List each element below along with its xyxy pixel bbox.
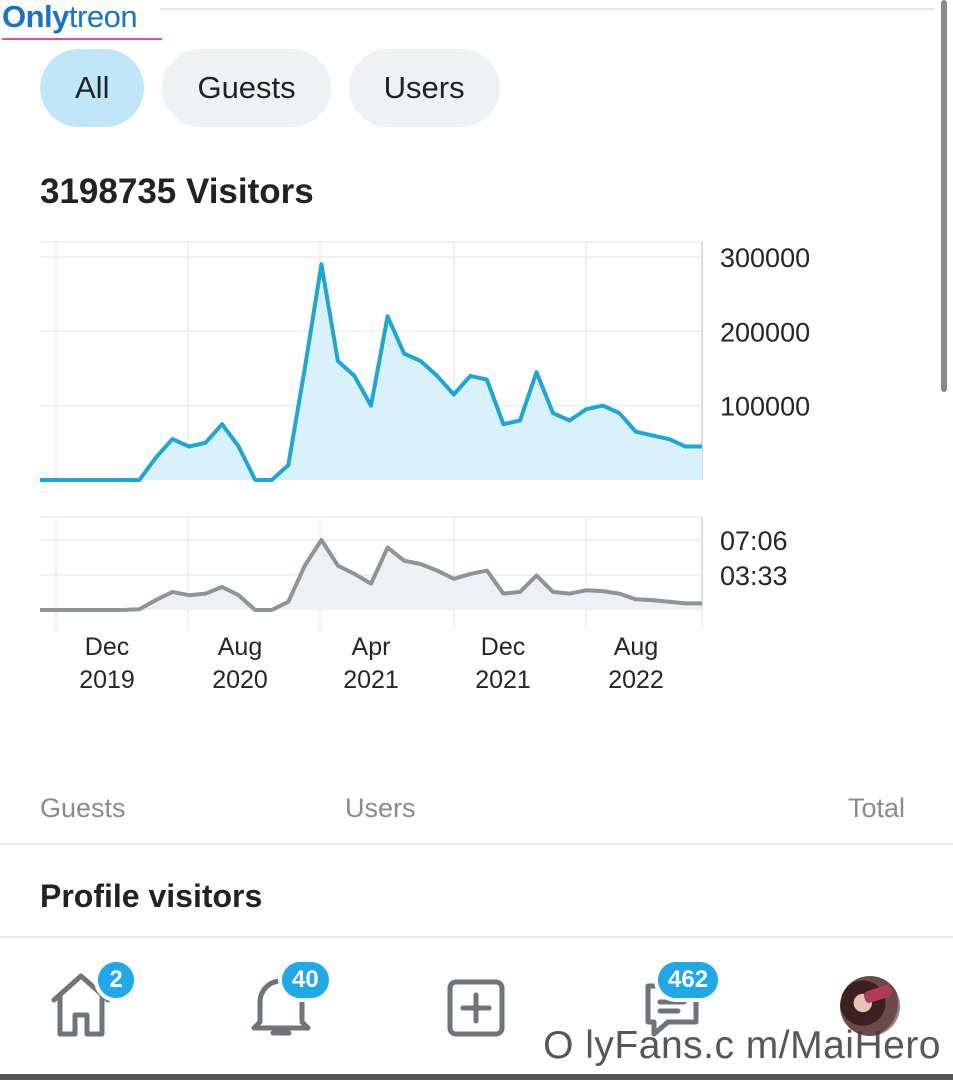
home-badge: 2: [94, 958, 138, 1002]
visitors-y-tick: 200000: [720, 317, 810, 347]
messages-badge: 462: [654, 958, 723, 1002]
duration-line: [40, 538, 702, 612]
x-tick-year: 2021: [343, 666, 399, 694]
duration-chart-grid: [40, 516, 703, 630]
filter-tabs: All Guests Users: [40, 49, 500, 127]
scrollbar[interactable]: [941, 0, 947, 392]
x-tick-month: Dec: [85, 633, 129, 661]
section-divider: [0, 843, 953, 845]
visitors-total-heading: 3198735 Visitors: [40, 172, 314, 211]
duration-y-tick: 07:06: [720, 526, 788, 556]
x-tick-year: 2022: [608, 666, 664, 694]
x-tick-year: 2020: [212, 666, 268, 694]
top-divider: [160, 8, 935, 10]
tab-users[interactable]: Users: [348, 49, 500, 127]
duration-y-ticks: 07:06 03:33: [720, 526, 788, 591]
watermark-text: O lyFans.c m/MaiHero: [543, 1024, 941, 1067]
watermark-logo: Onlytreon: [2, 0, 162, 40]
watermark-logo-part1: Only: [2, 0, 69, 34]
duration-area: [40, 540, 702, 610]
x-tick-month: Dec: [481, 633, 525, 661]
duration-y-tick: 03:33: [720, 561, 788, 591]
tab-all[interactable]: All: [40, 49, 145, 127]
visitors-y-tick: 300000: [720, 243, 810, 273]
x-tick-month: Aug: [218, 633, 262, 661]
statistics-chart: 300000 200000 100000 07:06 03:33 Dec 2019 Aug…: [40, 241, 810, 694]
x-tick-year: 2021: [475, 666, 531, 694]
notifications-badge: 40: [278, 958, 333, 1002]
visitors-y-tick: 100000: [720, 392, 810, 422]
add-post-icon: [447, 979, 505, 1037]
watermark-logo-part2: treon: [68, 0, 138, 34]
visitors-line: [40, 262, 702, 482]
tab-guests[interactable]: Guests: [162, 49, 331, 127]
visitors-area: [40, 264, 702, 480]
bottom-bar: [0, 1074, 953, 1080]
legend-guests[interactable]: Guests: [40, 793, 126, 823]
bottom-navigation: 2 40 462: [0, 940, 953, 1080]
nav-new-post[interactable]: [446, 978, 506, 1043]
legend-total[interactable]: Total: [848, 793, 906, 823]
x-tick-month: Aug: [614, 633, 658, 661]
x-axis-ticks: Dec 2019 Aug 2020 Apr 2021 Dec 2021 Aug 2022: [79, 633, 664, 694]
profile-visitors-heading: Profile visitors: [40, 878, 263, 914]
avatar[interactable]: [840, 976, 900, 1036]
navbar-divider: [0, 936, 953, 938]
x-tick-month: Apr: [352, 633, 391, 661]
visitors-y-ticks: 300000 200000 100000: [720, 243, 810, 422]
x-tick-year: 2019: [79, 666, 135, 694]
legend-users[interactable]: Users: [345, 793, 416, 823]
